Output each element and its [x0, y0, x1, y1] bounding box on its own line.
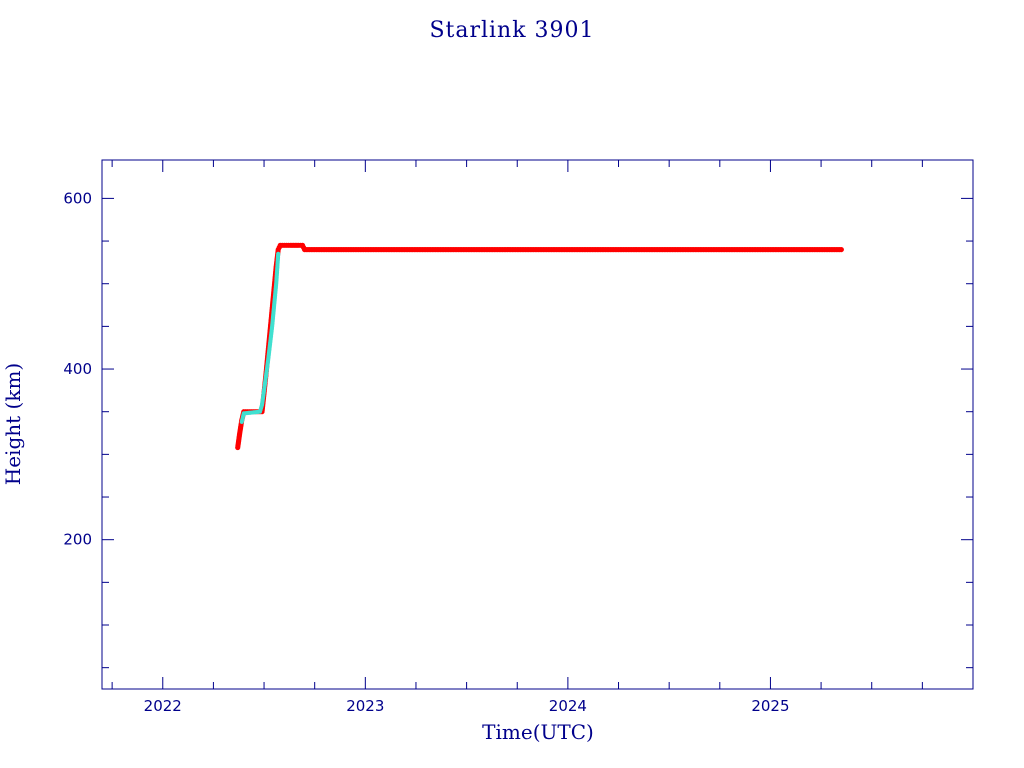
data-points — [235, 242, 844, 451]
series-1 — [239, 251, 281, 425]
axis-tick-labels: 2022 2023 2024 2025 200 400 600 — [63, 189, 789, 715]
axis-ticks — [102, 160, 974, 689]
chart-title: Starlink 3901 — [429, 18, 594, 43]
y-tick-label: 200 — [63, 531, 92, 549]
y-tick-label: 600 — [63, 189, 92, 207]
y-tick-label: 400 — [63, 360, 92, 378]
x-axis-label: Time(UTC) — [482, 720, 594, 744]
x-tick-label: 2023 — [346, 697, 384, 715]
x-tick-label: 2022 — [144, 697, 182, 715]
x-tick-label: 2024 — [549, 697, 587, 715]
x-tick-label: 2025 — [751, 697, 789, 715]
data-point — [838, 246, 844, 253]
plot-frame — [101, 159, 974, 690]
series-0 — [235, 242, 844, 451]
y-axis-label: Height (km) — [1, 363, 25, 485]
data-point — [276, 251, 281, 256]
